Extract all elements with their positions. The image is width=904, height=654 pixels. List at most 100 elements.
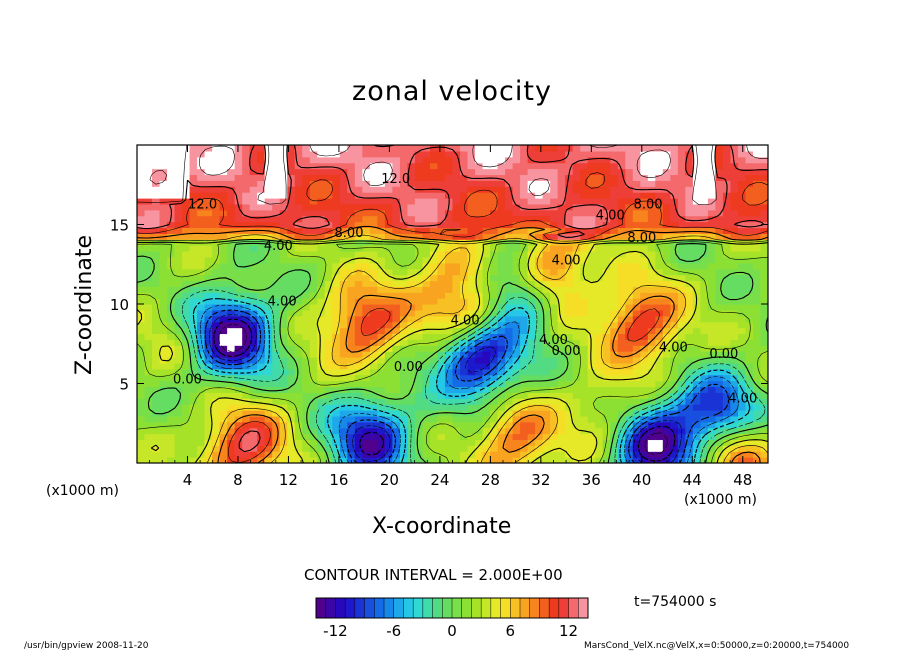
heatmap-cell — [317, 145, 326, 152]
heatmap-cell — [347, 321, 356, 329]
heatmap-cell — [632, 398, 641, 405]
heatmap-cell — [512, 386, 521, 393]
heatmap-cell — [625, 209, 634, 217]
heatmap-cell — [332, 150, 341, 158]
heatmap-cell — [219, 192, 228, 199]
heatmap-cell — [444, 298, 454, 305]
heatmap-cell — [535, 162, 544, 170]
heatmap-cell — [557, 345, 566, 352]
heatmap-cell — [392, 421, 401, 429]
heatmap-cell — [377, 256, 386, 264]
heatmap-cell — [475, 174, 484, 181]
heatmap-cell — [557, 268, 566, 276]
heatmap-cell — [572, 203, 581, 211]
heatmap-cell — [730, 315, 739, 323]
heatmap-cell — [490, 251, 499, 258]
heatmap-cell — [670, 180, 679, 187]
heatmap-cell — [610, 186, 619, 193]
heatmap-cell — [535, 198, 544, 205]
heatmap-cell — [647, 321, 656, 329]
heatmap-cell — [490, 162, 499, 170]
heatmap-cell — [422, 392, 431, 399]
heatmap-cell — [137, 339, 146, 346]
heatmap-cell — [542, 410, 551, 417]
heatmap-cell — [760, 186, 768, 193]
heatmap-cell — [655, 251, 664, 258]
contour-label: 4.00 — [596, 209, 625, 224]
heatmap-cell — [760, 374, 768, 382]
heatmap-cell — [279, 333, 288, 340]
heatmap-cell — [722, 221, 732, 229]
heatmap-cell — [302, 256, 311, 264]
heatmap-cell — [362, 251, 371, 258]
heatmap-cell — [565, 215, 574, 223]
heatmap-cell — [399, 304, 409, 311]
heatmap-cell — [527, 180, 536, 187]
heatmap-cell — [197, 421, 206, 429]
heatmap-cell — [685, 256, 694, 264]
heatmap-cell — [272, 398, 281, 405]
heatmap-cell — [752, 292, 762, 299]
heatmap-cell — [467, 174, 476, 181]
heatmap-cell — [369, 227, 378, 234]
heatmap-cell — [354, 168, 363, 176]
heatmap-cell — [339, 180, 348, 187]
heatmap-cell — [520, 280, 529, 287]
heatmap-cell — [407, 398, 416, 405]
heatmap-cell — [625, 368, 634, 376]
heatmap-cell — [557, 374, 566, 382]
heatmap-cell — [662, 410, 671, 417]
heatmap-cell — [640, 398, 649, 405]
heatmap-cell — [670, 162, 679, 170]
heatmap-cell — [422, 421, 431, 429]
heatmap-cell — [407, 227, 416, 234]
colorbar-swatch — [558, 598, 569, 618]
heatmap-cell — [550, 280, 559, 287]
heatmap-cell — [384, 245, 393, 252]
heatmap-cell — [212, 427, 221, 435]
heatmap-cell — [354, 292, 363, 299]
heatmap-cell — [197, 180, 206, 187]
heatmap-cell — [234, 251, 243, 258]
heatmap-cell — [204, 192, 213, 199]
heatmap-cell — [294, 186, 303, 193]
heatmap-cell — [565, 268, 574, 276]
heatmap-cell — [580, 345, 589, 352]
heatmap-cell — [542, 345, 551, 352]
heatmap-cell — [339, 433, 348, 441]
heatmap-cell — [174, 457, 183, 463]
colorbar-swatch — [374, 598, 385, 618]
heatmap-cell — [317, 439, 326, 446]
heatmap-cell — [414, 404, 424, 411]
heatmap-cell — [399, 174, 409, 181]
heatmap-cell — [189, 415, 198, 423]
heatmap-cell — [272, 357, 281, 364]
heatmap-cell — [384, 309, 393, 317]
heatmap-cell — [444, 451, 454, 458]
heatmap-cell — [482, 327, 491, 335]
heatmap-cell — [287, 404, 296, 411]
time-label: t=754000 s — [634, 594, 717, 610]
heatmap-cell — [760, 268, 768, 276]
heatmap-cell — [700, 439, 709, 446]
heatmap-cell — [520, 398, 529, 405]
heatmap-cell — [475, 256, 484, 264]
heatmap-cell — [452, 333, 461, 340]
heatmap-cell — [144, 351, 153, 358]
heatmap-cell — [422, 203, 431, 211]
heatmap-cell — [384, 380, 393, 388]
heatmap-cell — [369, 233, 378, 240]
heatmap-cell — [617, 333, 626, 340]
heatmap-cell — [309, 286, 318, 293]
heatmap-cell — [294, 209, 303, 217]
heatmap-cell — [272, 309, 281, 317]
heatmap-cell — [677, 304, 686, 311]
heatmap-cell — [144, 339, 153, 346]
heatmap-cell — [212, 251, 221, 258]
colorbar-swatch — [345, 598, 356, 618]
heatmap-cell — [760, 198, 768, 205]
heatmap-cell — [294, 392, 303, 399]
heatmap-cell — [452, 345, 461, 352]
heatmap-cell — [369, 380, 378, 388]
heatmap-cell — [332, 415, 341, 423]
